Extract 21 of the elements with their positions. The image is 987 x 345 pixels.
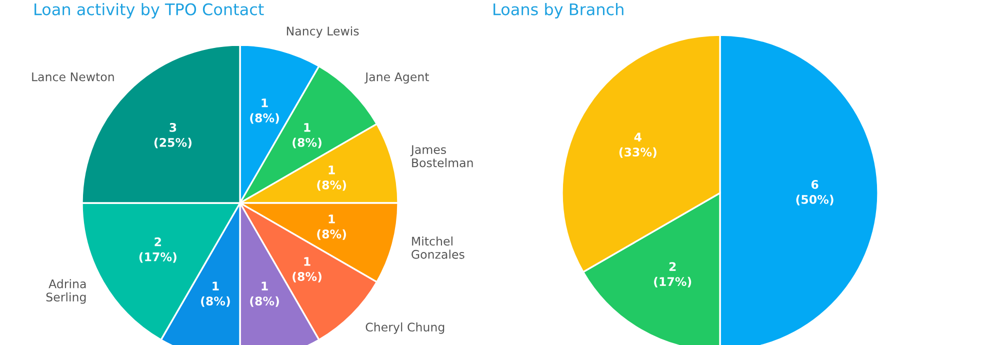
data-label: 1 (8%) bbox=[250, 282, 279, 307]
data-label: 1 (8%) bbox=[201, 282, 230, 307]
data-label: 2 (17%) bbox=[654, 262, 692, 288]
slice-label: James Bostelman bbox=[410, 145, 473, 168]
slice-label: Jane Agent bbox=[364, 72, 430, 84]
data-label: 1 (8%) bbox=[317, 166, 346, 191]
data-label: 1 (8%) bbox=[317, 214, 346, 240]
slice-label: Lance Newton bbox=[32, 72, 114, 82]
data-label: 1 (8%) bbox=[292, 257, 322, 282]
data-label: 6 (50%) bbox=[796, 180, 834, 206]
slice-label: Mitchel Gonzales bbox=[412, 236, 464, 259]
chart-title: Loans by Branch bbox=[494, 3, 624, 18]
data-label: 2 (17%) bbox=[139, 237, 176, 263]
data-label: 3 (25%) bbox=[154, 122, 192, 148]
slice-label: Cheryl Chung bbox=[366, 322, 444, 334]
slice-label: Adrina Serling bbox=[46, 279, 86, 304]
data-label: 1 (8%) bbox=[250, 98, 279, 124]
slice-label: Nancy Lewis bbox=[286, 26, 359, 38]
chart-title: Loan activity by TPO Contact bbox=[34, 3, 264, 18]
data-label: 1 (8%) bbox=[292, 123, 322, 148]
data-label: 4 (33%) bbox=[619, 132, 656, 158]
